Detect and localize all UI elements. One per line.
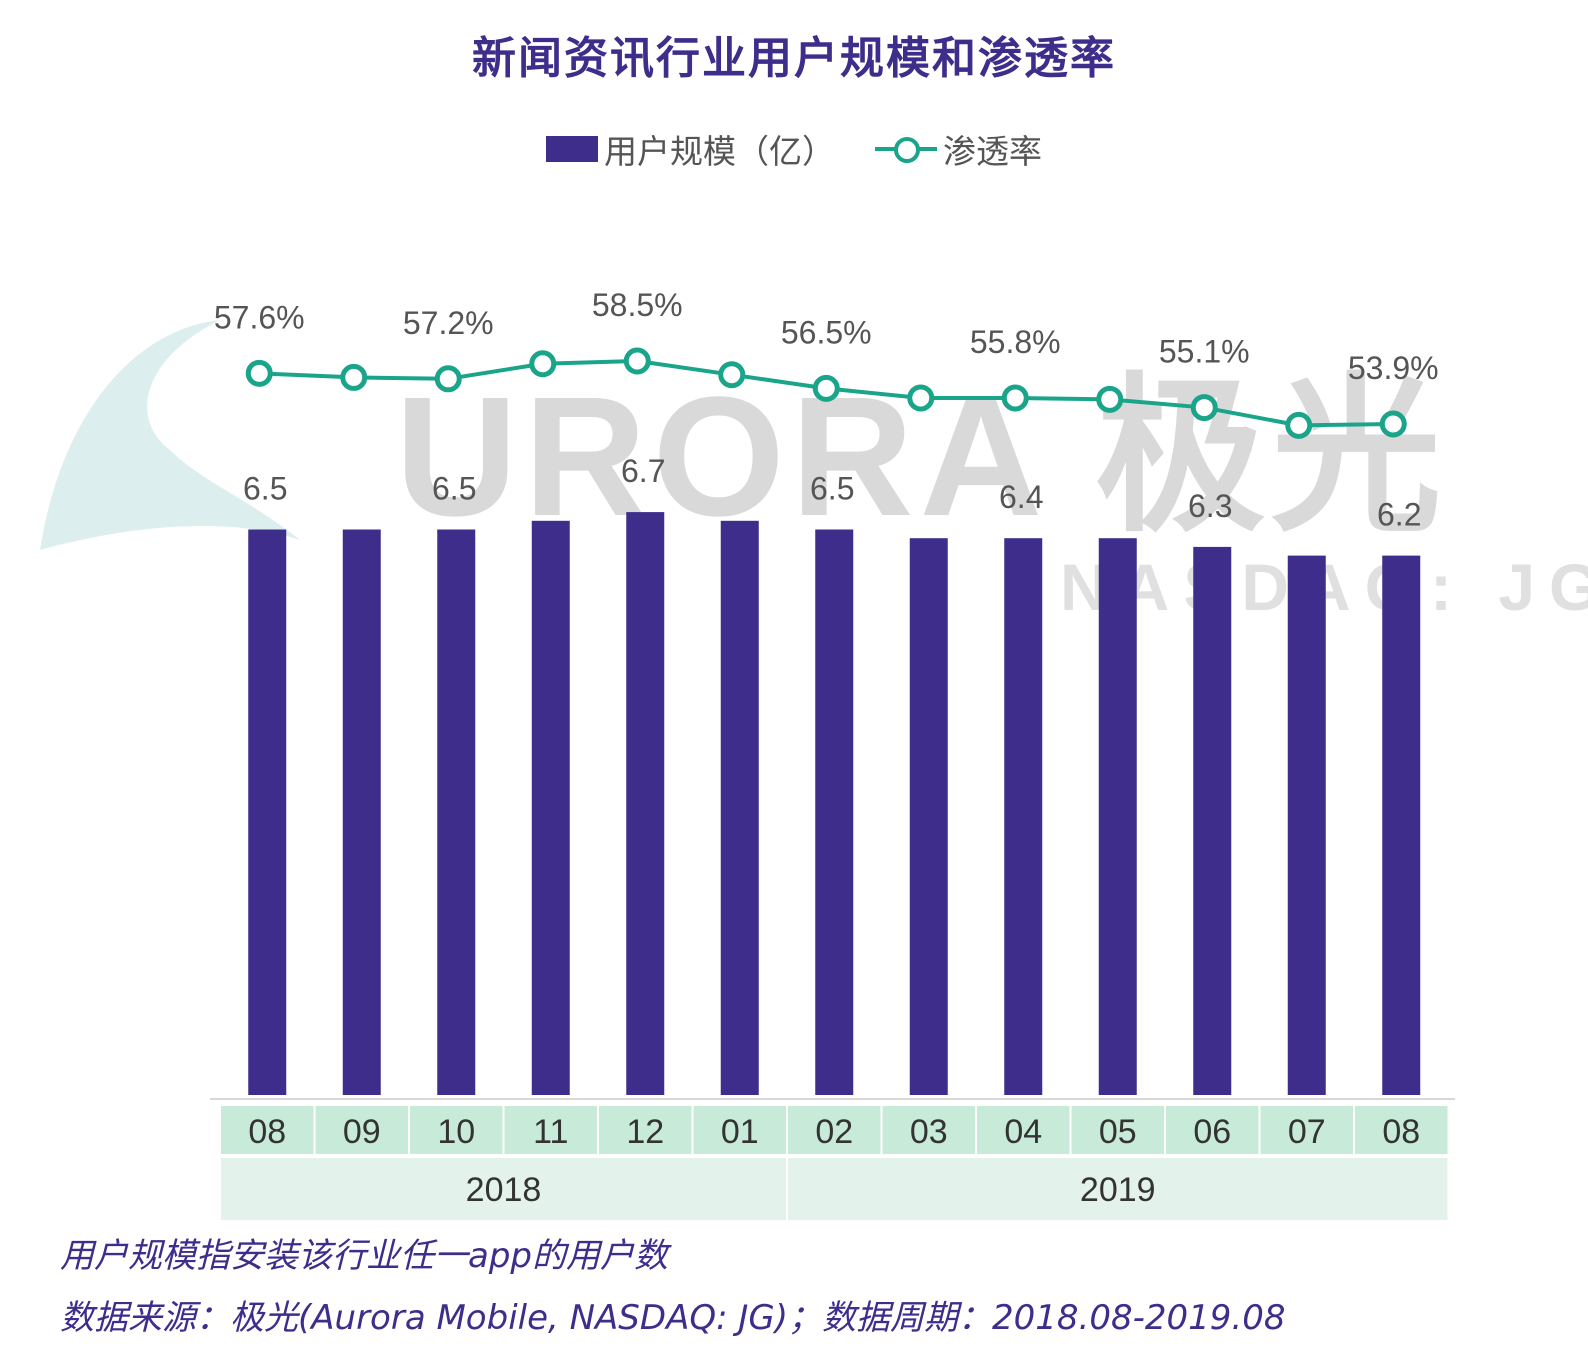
x-tick-label: 02 bbox=[815, 1113, 853, 1151]
x-tick-label: 08 bbox=[248, 1113, 286, 1151]
line-point bbox=[623, 347, 651, 375]
bar-data-label: 6.5 bbox=[432, 471, 476, 507]
line-point bbox=[1190, 394, 1218, 422]
line-data-label: 53.9% bbox=[1348, 350, 1439, 386]
x-tick-label: 09 bbox=[343, 1113, 381, 1151]
line-point bbox=[1285, 411, 1313, 439]
line-point bbox=[340, 363, 368, 391]
bar bbox=[342, 529, 381, 1095]
month-cell bbox=[410, 1106, 503, 1154]
bar bbox=[531, 520, 570, 1095]
legend-bar-label: 用户规模（亿） bbox=[604, 132, 835, 171]
line-point bbox=[529, 350, 557, 378]
month-cell bbox=[599, 1106, 692, 1154]
line-point bbox=[812, 374, 840, 402]
bar-data-label: 6.5 bbox=[810, 471, 854, 507]
bar-data-label: 6.3 bbox=[1188, 488, 1232, 524]
month-cell bbox=[693, 1106, 786, 1154]
legend-line-swatch bbox=[875, 134, 937, 164]
month-cell bbox=[315, 1106, 408, 1154]
x-tick-label: 03 bbox=[910, 1113, 948, 1151]
month-cell bbox=[1355, 1106, 1448, 1154]
year-label: 2019 bbox=[1080, 1171, 1156, 1209]
month-cell bbox=[977, 1106, 1070, 1154]
chart-legend: 用户规模（亿） 渗透率 bbox=[0, 125, 1588, 173]
x-tick-label: 06 bbox=[1193, 1113, 1231, 1151]
bar bbox=[1193, 546, 1232, 1095]
legend-line-label: 渗透率 bbox=[943, 132, 1042, 171]
month-cell bbox=[882, 1106, 975, 1154]
month-cell bbox=[1071, 1106, 1164, 1154]
line-series bbox=[245, 347, 1407, 439]
bar bbox=[720, 520, 759, 1095]
month-cell bbox=[788, 1106, 881, 1154]
line-point bbox=[245, 359, 273, 387]
line-data-label: 58.5% bbox=[592, 287, 683, 323]
bar bbox=[1098, 538, 1137, 1095]
line-data-label: 57.6% bbox=[214, 299, 305, 335]
bar bbox=[248, 529, 287, 1095]
x-axis-bands: 08 09 10 11 12 01 02 03 04 05 06 07 08 2018 2019 bbox=[221, 1106, 1448, 1220]
line-point bbox=[718, 361, 746, 389]
legend-item-penetration: 渗透率 bbox=[875, 125, 1042, 173]
line-point bbox=[434, 365, 462, 393]
watermark-logo-swoosh bbox=[40, 320, 300, 550]
x-tick-label: 04 bbox=[1004, 1113, 1042, 1151]
bar bbox=[626, 512, 665, 1095]
bar bbox=[815, 529, 854, 1095]
month-cell bbox=[1166, 1106, 1259, 1154]
chart-title: 新闻资讯行业用户规模和渗透率 bbox=[472, 33, 1116, 84]
bar-data-label: 6.5 bbox=[243, 471, 287, 507]
bar-data-label: 6.4 bbox=[999, 479, 1043, 515]
footnote-definition: 用户规模指安装该行业任一app的用户数 bbox=[60, 1236, 668, 1276]
x-tick-label: 07 bbox=[1288, 1113, 1326, 1151]
footnote-source: 数据来源：极光(Aurora Mobile, NASDAQ: JG)；数据周期：… bbox=[60, 1298, 1286, 1338]
x-tick-label: 11 bbox=[533, 1113, 568, 1151]
x-tick-label: 05 bbox=[1099, 1113, 1137, 1151]
bar bbox=[1382, 555, 1421, 1095]
x-tick-label: 08 bbox=[1382, 1113, 1420, 1151]
line-data-label: 57.2% bbox=[403, 305, 494, 341]
line-data-label: 56.5% bbox=[781, 314, 872, 350]
x-tick-label: 10 bbox=[437, 1113, 475, 1151]
year-label: 2018 bbox=[466, 1171, 542, 1209]
bar bbox=[1287, 555, 1326, 1095]
line-data-label: 55.1% bbox=[1159, 334, 1250, 370]
bar-data-label: 6.7 bbox=[621, 453, 665, 489]
line-data-labels: 57.6% 57.2% 58.5% 56.5% 55.8% 55.1% 53.9% bbox=[214, 287, 1439, 386]
x-tick-label: 01 bbox=[721, 1113, 759, 1151]
bar bbox=[1004, 538, 1043, 1095]
line-point bbox=[1379, 410, 1407, 438]
month-cell bbox=[504, 1106, 597, 1154]
legend-item-users: 用户规模（亿） bbox=[546, 125, 835, 173]
month-cell bbox=[221, 1106, 314, 1154]
year-cell bbox=[788, 1158, 1448, 1220]
legend-bar-swatch bbox=[546, 136, 598, 162]
year-cell bbox=[221, 1158, 786, 1220]
bar-data-labels: 6.5 6.5 6.7 6.5 6.4 6.3 6.2 bbox=[243, 453, 1421, 532]
month-cell bbox=[1260, 1106, 1353, 1154]
line-point bbox=[1096, 385, 1124, 413]
bar bbox=[437, 529, 476, 1095]
line-data-label: 55.8% bbox=[970, 324, 1061, 360]
line-point bbox=[907, 384, 935, 412]
bar-data-label: 6.2 bbox=[1377, 497, 1421, 533]
line-point bbox=[1001, 384, 1029, 412]
bar-series bbox=[248, 512, 1421, 1095]
x-tick-label: 12 bbox=[626, 1113, 664, 1151]
bar bbox=[909, 538, 948, 1095]
